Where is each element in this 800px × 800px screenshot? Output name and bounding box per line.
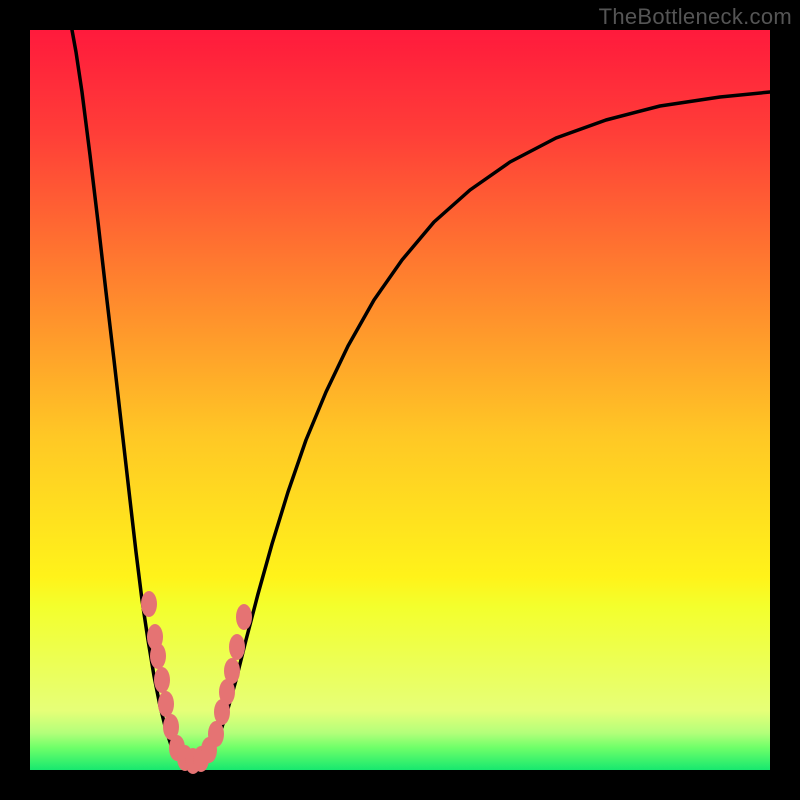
data-marker: [141, 591, 157, 617]
data-marker: [224, 658, 240, 684]
data-marker: [158, 691, 174, 717]
bottleneck-chart: [0, 0, 800, 800]
chart-container: TheBottleneck.com: [0, 0, 800, 800]
data-marker: [236, 604, 252, 630]
data-marker: [150, 643, 166, 669]
data-marker: [154, 667, 170, 693]
data-marker: [229, 634, 245, 660]
watermark-text: TheBottleneck.com: [599, 4, 792, 30]
plot-area: [30, 30, 770, 770]
